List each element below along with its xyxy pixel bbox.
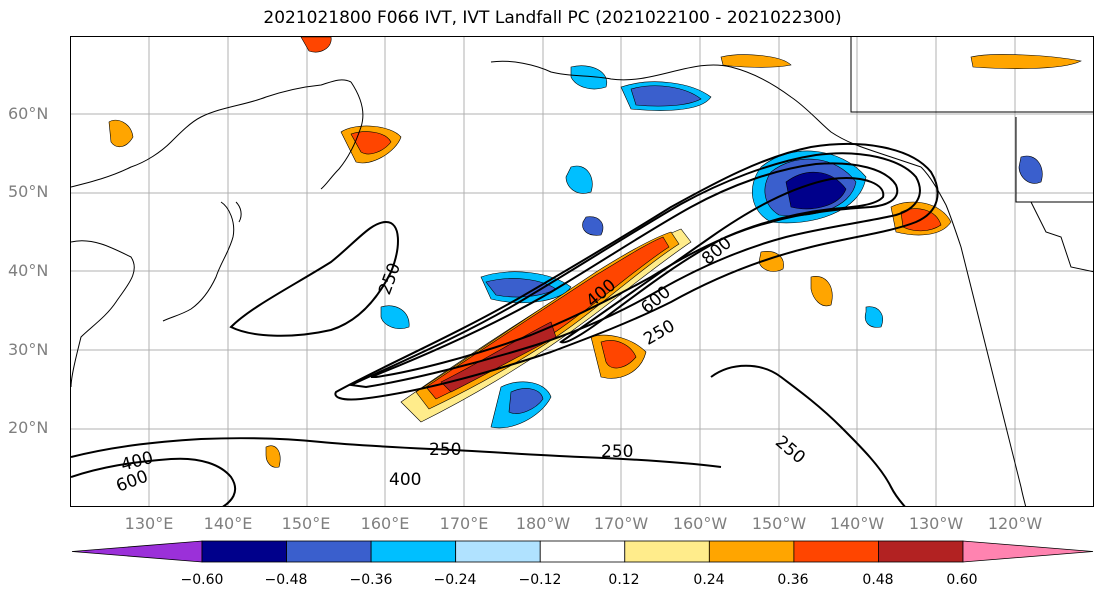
colorbar-tick-label: −0.24 bbox=[433, 572, 477, 588]
ivt-pc-negative-fill bbox=[380, 65, 1043, 429]
contour-label: 250 bbox=[375, 260, 405, 297]
colorbar-swatch bbox=[370, 540, 457, 563]
lon-label-130w: 130°W bbox=[908, 514, 964, 533]
colorbar-extend-low bbox=[71, 540, 203, 563]
colorbar-tick-label: 0.36 bbox=[777, 572, 809, 588]
colorbar-tick-label: −0.12 bbox=[518, 572, 562, 588]
contour-label: 250 bbox=[640, 316, 678, 350]
colorbar-tick-label: 0.48 bbox=[862, 572, 894, 588]
lon-label-150e: 150°E bbox=[281, 514, 331, 533]
lon-label-160e: 160°E bbox=[360, 514, 410, 533]
colorbar-swatch bbox=[201, 540, 287, 563]
colorbar-swatch bbox=[793, 540, 879, 563]
lon-label-140w: 140°W bbox=[829, 514, 885, 533]
map-canvas: 250 400 600 800 250 250 400 600 250 400 … bbox=[71, 37, 1093, 506]
colorbar-tick-label: −0.60 bbox=[180, 572, 224, 588]
contour-label: 800 bbox=[698, 233, 736, 269]
lat-label-30n: 30°N bbox=[8, 340, 49, 359]
lon-label-120w: 120°W bbox=[987, 514, 1043, 533]
lat-label-20n: 20°N bbox=[8, 418, 49, 437]
colorbar-tick-label: 0.60 bbox=[946, 572, 978, 588]
lat-label-60n: 60°N bbox=[8, 104, 49, 123]
colorbar-swatch bbox=[708, 540, 795, 563]
contour-label: 250 bbox=[771, 432, 809, 468]
colorbar-swatch bbox=[624, 540, 710, 563]
ivt-pc-positive-fill bbox=[108, 37, 1082, 468]
colorbar-swatch bbox=[878, 540, 964, 563]
map-panel[interactable]: 250 400 600 800 250 250 400 600 250 400 … bbox=[70, 36, 1094, 507]
colorbar-extend-high bbox=[962, 540, 1094, 563]
contour-label: 250 bbox=[429, 440, 461, 460]
colorbar-swatch bbox=[455, 540, 541, 563]
contour-label: 600 bbox=[637, 282, 675, 318]
ivt-contours bbox=[71, 143, 939, 506]
contour-label: 600 bbox=[113, 467, 150, 497]
contour-label: 250 bbox=[601, 442, 633, 462]
lon-label-180w: 180°W bbox=[515, 514, 571, 533]
colorbar-tick-label: −0.36 bbox=[349, 572, 393, 588]
contour-label: 400 bbox=[389, 470, 421, 490]
colorbar-swatch bbox=[539, 540, 626, 563]
lon-label-170w: 170°W bbox=[593, 514, 649, 533]
colorbar-tick-label: −0.48 bbox=[264, 572, 308, 588]
lon-label-130e: 130°E bbox=[124, 514, 174, 533]
coastlines bbox=[71, 37, 1093, 506]
colorbar-tick-label: 0.12 bbox=[608, 572, 640, 588]
lon-label-150w: 150°W bbox=[751, 514, 807, 533]
lat-label-50n: 50°N bbox=[8, 182, 49, 201]
colorbar-tick-label: 0.24 bbox=[693, 572, 725, 588]
lon-label-170e: 170°E bbox=[439, 514, 489, 533]
lon-label-140e: 140°E bbox=[203, 514, 253, 533]
lat-label-40n: 40°N bbox=[8, 261, 49, 280]
colorbar-swatch bbox=[286, 540, 372, 563]
lon-label-160w: 160°W bbox=[672, 514, 728, 533]
map-title: 2021021800 F066 IVT, IVT Landfall PC (20… bbox=[263, 8, 842, 28]
